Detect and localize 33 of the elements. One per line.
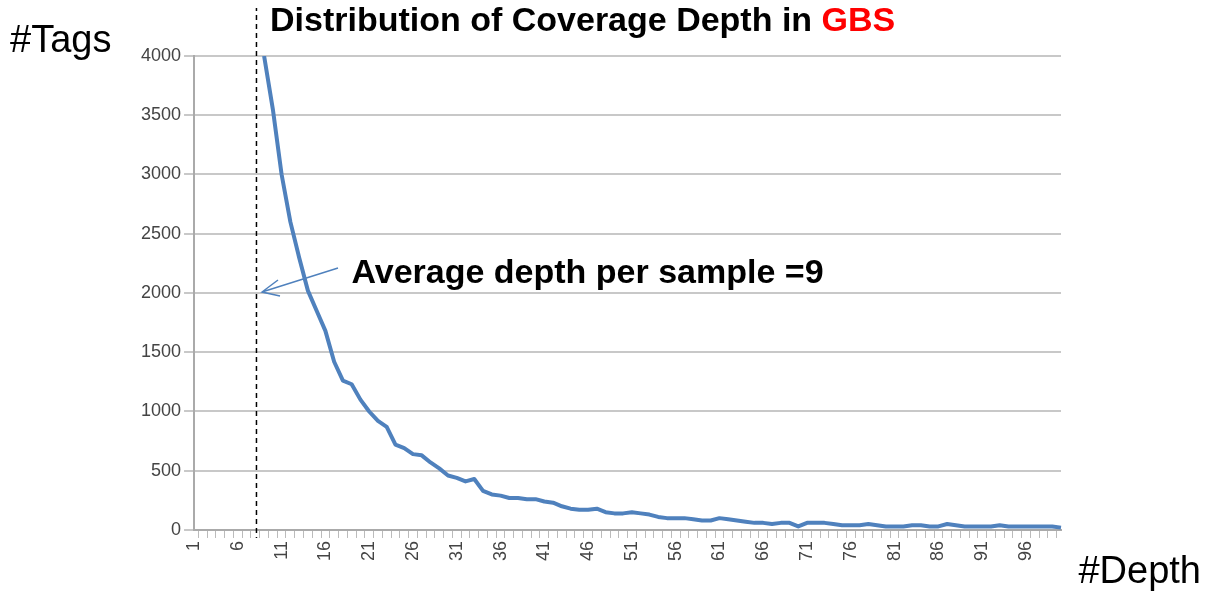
x-tick-label: 31 [445, 540, 466, 562]
x-tick-label: 71 [796, 540, 817, 562]
y-tick-label: 3500 [141, 104, 182, 125]
x-tick-label: 66 [752, 540, 773, 562]
x-tick-label: 56 [664, 540, 685, 562]
x-tick-label: 1 [183, 540, 204, 551]
x-tick-label: 16 [314, 540, 335, 562]
x-tick-label: 11 [270, 540, 291, 560]
x-tick-label: 36 [489, 540, 510, 562]
y-tick-label: 0 [171, 518, 182, 539]
x-tick-label: 6 [226, 540, 247, 551]
y-tick-label: 1000 [141, 400, 182, 421]
y-tick-label: 1500 [141, 341, 182, 362]
x-tick-label: 41 [533, 540, 554, 562]
y-tick-label: 500 [151, 459, 182, 480]
x-tick-label: 46 [577, 540, 598, 562]
x-tick-label: 26 [401, 540, 422, 562]
y-tick-label: 2500 [141, 222, 182, 243]
y-tick-label: 3000 [141, 163, 182, 184]
x-tick-label: 51 [620, 540, 641, 562]
x-tick-label: 96 [1014, 540, 1035, 562]
x-tick-label: 86 [927, 540, 948, 562]
x-axis-title: #Depth [1078, 549, 1201, 592]
x-tick-label: 61 [708, 540, 729, 562]
chart-title: Distribution of Coverage Depth in GBS [270, 0, 896, 39]
x-tick-label: 76 [839, 540, 860, 562]
y-tick-label: 2000 [141, 281, 182, 302]
y-tick-label: 4000 [141, 44, 182, 65]
annotation: Average depth per sample =9 [351, 252, 824, 292]
x-tick-label: 21 [358, 540, 379, 562]
x-tick-label: 81 [883, 540, 904, 562]
x-tick-label: 91 [971, 540, 992, 562]
y-axis-title: #Tags [10, 18, 112, 61]
